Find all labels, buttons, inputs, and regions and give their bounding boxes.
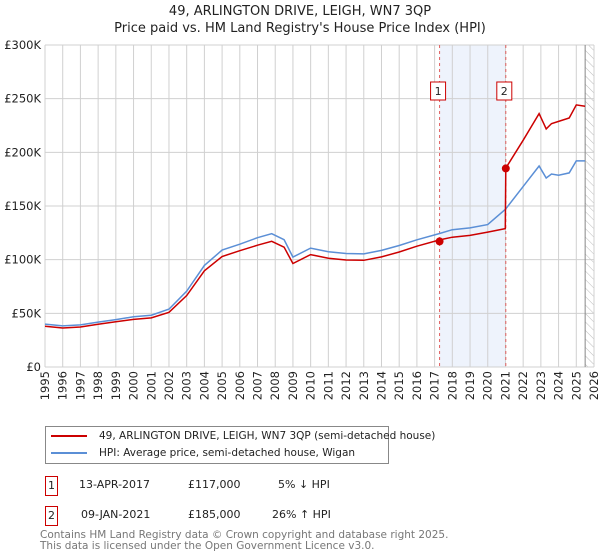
x-tick-label: 2005 [215,371,229,400]
legend-label: HPI: Average price, semi-detached house,… [99,447,356,459]
transaction-row: 1 13-APR-2017 £117,000 5% ↓ HPI [45,476,465,496]
x-tick-label: 2006 [233,371,247,400]
y-tick-label: £150K [4,199,41,213]
legend-item-property: 49, ARLINGTON DRIVE, LEIGH, WN7 3QP (sem… [46,428,435,444]
property-line [44,104,586,329]
x-tick-label: 2013 [357,371,371,400]
sale-point [435,237,444,246]
sale-label-box [496,81,513,101]
chart-title: 49, ARLINGTON DRIVE, LEIGH, WN7 3QP [168,4,432,19]
x-tick-label: 2000 [127,371,141,400]
price: £185,000 [188,508,241,521]
x-tick-label: 2012 [339,371,353,400]
x-tick-label: 2014 [374,371,388,400]
footer-line: This data is licensed under the Open Gov… [40,540,375,552]
x-tick-label: 2004 [197,371,211,400]
x-tick-label: 1996 [56,371,70,400]
sale-label: 1 [435,85,442,98]
x-tick-label: 2018 [445,371,459,400]
y-tick-label: £50K [12,306,42,320]
x-tick-label: 2011 [321,371,335,400]
price-chart: 1995 1996 1997 1998 1999 2000 2001 2002 2003 2004… [4,38,600,400]
marker-badge: 1 [45,476,58,496]
legend-swatch-property [51,435,87,437]
footer: Contains HM Land Registry data © Crown c… [40,530,448,552]
y-tick-label: £300K [4,38,41,52]
legend: 49, ARLINGTON DRIVE, LEIGH, WN7 3QP (sem… [45,426,435,464]
x-tick-label: 2008 [268,371,282,400]
legend-label: 49, ARLINGTON DRIVE, LEIGH, WN7 3QP (sem… [99,430,436,442]
x-tick-label: 1997 [73,371,87,400]
hpi-line [44,160,586,327]
x-tick-label: 2002 [162,371,176,400]
y-tick-label: £250K [4,92,41,106]
x-tick-label: 1998 [91,371,105,400]
chart-subtitle: Price paid vs. HM Land Registry's House … [114,21,486,36]
y-tick-label: £0 [26,360,41,374]
x-tick-label: 2001 [144,371,158,400]
sale-label-box [430,81,447,101]
x-tick-label: 2017 [428,371,442,400]
footer-line: Contains HM Land Registry data © Crown c… [40,529,449,541]
sale-point [501,164,510,173]
x-tick-label: 2016 [410,371,424,400]
marker-badge: 2 [45,506,58,526]
x-tick-label: 1995 [38,371,52,400]
x-tick-label: 2026 [587,371,600,400]
x-tick-label: 2003 [180,371,194,400]
x-tick-label: 2007 [251,371,265,400]
date: 13-APR-2017 [79,478,151,491]
x-tick-label: 2022 [516,371,530,400]
x-tick-label: 2010 [304,371,318,400]
x-tick-label: 2015 [392,371,406,400]
x-tick-label: 2023 [534,371,548,400]
x-tick-label: 2019 [463,371,477,400]
x-tick-label: 2020 [481,371,495,400]
transaction-row: 2 09-JAN-2021 £185,000 26% ↑ HPI [45,506,465,526]
hpi-diff: 26% ↑ HPI [272,508,331,521]
legend-swatch-hpi [51,452,87,454]
x-tick-label: 2024 [552,371,566,400]
price: £117,000 [188,478,241,491]
y-tick-label: £200K [4,145,41,159]
x-tick-label: 2021 [498,371,512,400]
y-tick-label: £100K [4,253,41,267]
hpi-diff: 5% ↓ HPI [278,478,330,491]
x-tick-label: 2025 [569,371,583,400]
sale-label: 2 [501,85,508,98]
date: 09-JAN-2021 [81,508,151,521]
x-tick-label: 2009 [286,371,300,400]
x-tick-label: 1999 [109,371,123,400]
legend-item-hpi: HPI: Average price, semi-detached house,… [46,445,355,461]
